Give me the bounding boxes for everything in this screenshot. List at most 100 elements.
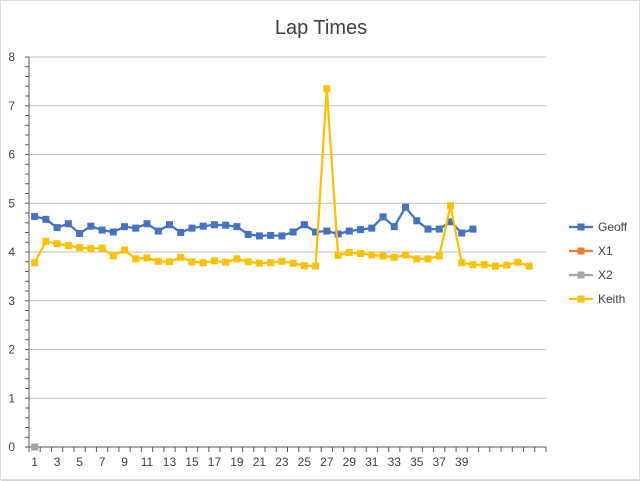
x-tick-label: 15 <box>185 455 199 469</box>
data-point <box>368 251 376 259</box>
data-point <box>132 255 140 263</box>
data-point <box>300 262 308 270</box>
x-tick-label: 11 <box>141 455 154 469</box>
data-point <box>334 251 342 259</box>
data-point <box>188 258 196 266</box>
data-point <box>458 229 466 237</box>
x-tick-label: 13 <box>163 455 177 469</box>
legend-label: Keith <box>598 292 625 306</box>
data-point <box>42 237 50 245</box>
data-point <box>121 246 129 254</box>
data-point <box>514 258 522 266</box>
x-tick-label: 21 <box>253 455 267 469</box>
data-point <box>357 226 365 234</box>
data-point <box>469 261 477 269</box>
x-tick-label: 25 <box>298 455 312 469</box>
axes <box>25 56 547 452</box>
legend: Geoff X1 X2 Keith <box>569 220 628 306</box>
data-point <box>334 230 342 238</box>
x-tick-label: 33 <box>388 455 402 469</box>
legend-marker <box>577 295 585 303</box>
x-tick-label: 27 <box>320 455 334 469</box>
data-point <box>64 220 72 228</box>
data-point <box>300 221 308 229</box>
data-point <box>177 229 185 236</box>
data-point <box>31 259 39 267</box>
data-point <box>435 225 443 233</box>
data-point <box>390 223 398 231</box>
data-point <box>76 229 84 237</box>
data-point <box>368 224 376 232</box>
data-point <box>424 225 432 233</box>
y-tick-label: 7 <box>8 99 15 113</box>
data-point <box>267 231 275 239</box>
data-point <box>323 85 331 93</box>
series-line-geoff <box>34 206 474 238</box>
data-point <box>289 228 297 236</box>
data-point <box>98 244 106 252</box>
data-point <box>446 202 454 210</box>
data-point <box>446 218 454 226</box>
data-point <box>525 262 533 270</box>
x-axis-labels: 1 3 5 7 9 11 13 15 17 19 21 23 25 27 29 31 33 35 37 39 <box>31 455 468 469</box>
data-point <box>53 240 61 248</box>
data-point <box>154 257 162 265</box>
y-tick-label: 1 <box>8 391 15 405</box>
series-keith <box>31 85 533 270</box>
legend-item-x1: X1 <box>569 244 613 258</box>
x-tick-label: 1 <box>31 455 38 469</box>
data-point <box>413 217 421 225</box>
data-point <box>199 222 207 230</box>
data-point <box>312 262 320 270</box>
y-tick-label: 6 <box>8 148 15 162</box>
data-point <box>345 227 353 235</box>
series-geoff <box>31 203 477 240</box>
y-tick-label: 8 <box>8 50 15 64</box>
series-x2 <box>31 443 39 451</box>
data-point <box>424 255 432 263</box>
data-point <box>469 225 477 233</box>
data-point <box>244 258 252 266</box>
x-tick-label: 29 <box>343 455 357 469</box>
data-point <box>87 245 95 253</box>
data-point <box>165 258 173 266</box>
data-point <box>233 255 241 263</box>
data-point <box>345 248 353 256</box>
x-tick-label: 19 <box>230 455 244 469</box>
data-point <box>199 259 207 267</box>
data-point <box>53 224 61 232</box>
data-point <box>255 232 263 240</box>
legend-item-x2: X2 <box>569 268 613 282</box>
y-tick-label: 2 <box>8 343 15 357</box>
y-tick-label: 5 <box>8 196 15 210</box>
legend-marker <box>577 271 585 279</box>
data-point <box>222 258 230 266</box>
data-point <box>177 253 185 261</box>
data-point <box>165 221 173 229</box>
x-tick-label: 3 <box>54 455 61 469</box>
data-point <box>31 212 39 220</box>
data-point <box>64 242 72 250</box>
data-point <box>154 227 162 235</box>
series-line-keith <box>33 87 530 268</box>
data-point <box>379 252 387 260</box>
data-point <box>323 227 331 235</box>
data-point <box>278 257 286 265</box>
legend-item-geoff: Geoff <box>569 220 628 234</box>
data-point <box>233 223 241 231</box>
x-tick-label: 5 <box>76 455 83 469</box>
data-point <box>503 261 511 269</box>
data-point <box>357 249 365 257</box>
x-tick-label: 9 <box>121 455 128 469</box>
legend-item-keith: Keith <box>569 292 625 306</box>
data-point <box>267 259 275 267</box>
data-point <box>42 215 50 223</box>
data-point <box>312 228 320 236</box>
x-tick-label: 31 <box>365 455 379 469</box>
data-point <box>222 221 230 229</box>
series-layer <box>31 85 533 451</box>
data-point <box>379 213 387 221</box>
data-point <box>188 224 196 232</box>
data-point <box>87 222 95 230</box>
